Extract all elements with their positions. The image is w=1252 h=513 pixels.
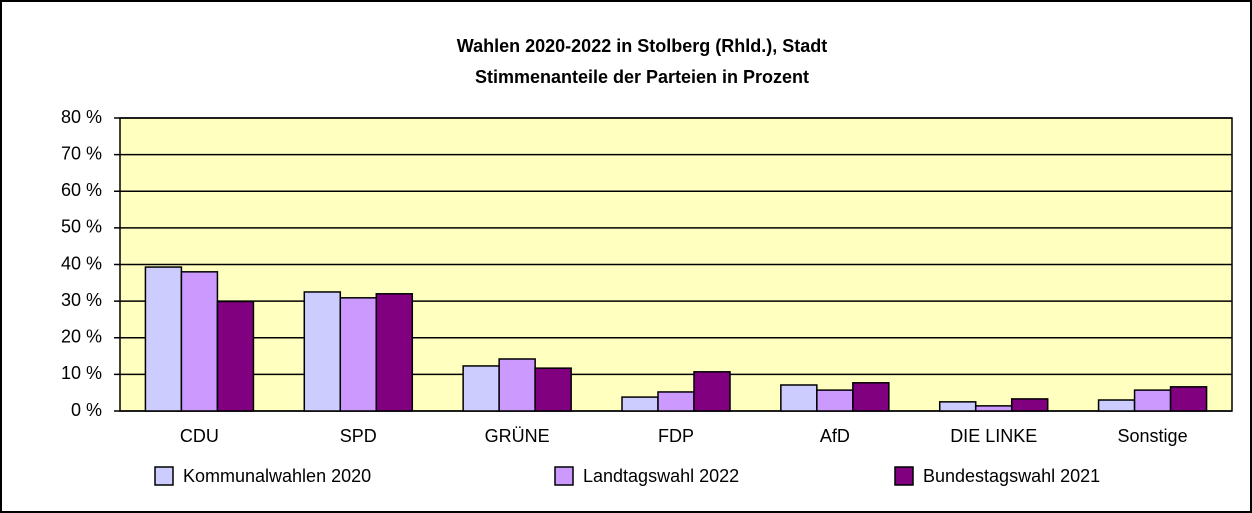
x-tick-label: Sonstige [1118,426,1188,446]
bar [375,293,414,412]
x-tick-label: DIE LINKE [950,426,1037,446]
y-tick-label: 60 % [61,180,102,200]
bar [1169,386,1208,412]
bar [852,382,890,412]
legend-swatch [894,466,914,486]
bar [938,401,977,412]
bar [816,389,854,412]
y-tick-label: 20 % [61,327,102,347]
legend-label: Kommunalwahlen 2020 [183,466,371,486]
bar [693,371,731,412]
legend-label: Bundestagswahl 2021 [923,466,1100,486]
y-tick-label: 40 % [61,253,102,273]
bar [216,300,255,412]
bar [303,291,342,412]
bar [1133,389,1172,412]
legend-swatch [154,466,174,486]
y-tick-label: 70 % [61,143,102,163]
bar [534,367,572,412]
chart-subtitle: Stimmenanteile der Parteien in Prozent [475,67,809,87]
bar [498,358,536,412]
y-tick-label: 30 % [61,290,102,310]
bar [144,266,183,412]
bar [339,297,378,412]
y-tick-label: 0 % [71,400,102,420]
bar [780,384,818,412]
bar [974,405,1013,412]
bar [180,271,219,412]
y-tick-label: 80 % [61,107,102,127]
legend-swatch [554,466,574,486]
bar [462,365,500,412]
x-tick-label: AfD [820,426,850,446]
x-tick-label: CDU [180,426,219,446]
x-tick-label: FDP [658,426,694,446]
y-tick-label: 10 % [61,363,102,383]
bar [1097,399,1136,412]
chart-title: Wahlen 2020-2022 in Stolberg (Rhld.), St… [457,36,827,56]
bar [657,391,695,412]
legend-label: Landtagswahl 2022 [583,466,739,486]
y-tick-label: 50 % [61,217,102,237]
bar [1010,398,1049,412]
x-tick-label: SPD [340,426,377,446]
x-tick-label: GRÜNE [485,426,550,446]
bar [621,396,659,412]
